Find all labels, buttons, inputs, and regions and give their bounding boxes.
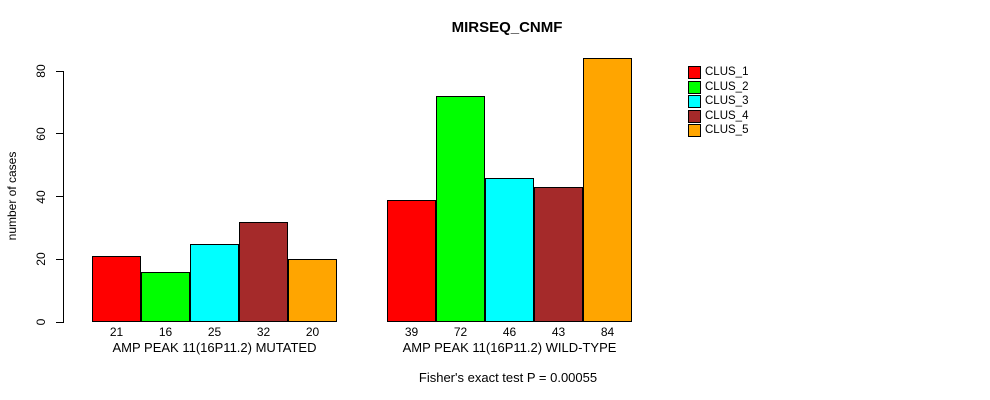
legend-label: CLUS_4 — [705, 109, 749, 122]
y-tick-mark — [56, 70, 64, 72]
legend-swatch-clus_5 — [688, 124, 701, 138]
bar-value-label: 25 — [207, 325, 222, 339]
legend-label: CLUS_1 — [705, 66, 749, 78]
legend-label: CLUS_5 — [705, 124, 749, 137]
bar-clus_1-group-2 — [387, 199, 436, 322]
y-tick-label: 40 — [34, 189, 48, 204]
bar-value-label: 16 — [158, 325, 173, 339]
bar-clus_3-group-2 — [485, 177, 534, 322]
x-category-label: AMP PEAK 11(16P11.2) WILD-TYPE — [402, 340, 617, 355]
y-axis-title: number of cases — [5, 151, 19, 241]
legend-swatch-clus_1 — [688, 66, 701, 79]
bar-clus_2-group-1 — [141, 271, 190, 322]
y-tick-mark — [56, 258, 64, 260]
bar-value-label: 32 — [256, 325, 271, 339]
legend-swatch-clus_3 — [688, 95, 701, 109]
chart-title: MIRSEQ_CNMF — [451, 19, 563, 36]
bar-value-label: 39 — [404, 325, 419, 339]
x-category-label: AMP PEAK 11(16P11.2) MUTATED — [112, 340, 317, 355]
bar-value-label: 46 — [502, 325, 517, 339]
bar-clus_4-group-2 — [534, 187, 583, 322]
bar-clus_1-group-1 — [92, 256, 141, 322]
bar-clus_5-group-2 — [583, 58, 632, 322]
y-tick-label: 60 — [34, 127, 48, 141]
bar-value-label: 43 — [551, 325, 566, 339]
y-tick-mark — [56, 133, 64, 135]
bar-clus_2-group-2 — [436, 96, 485, 322]
bar-value-label: 21 — [109, 325, 124, 339]
bar-clus_5-group-1 — [288, 259, 337, 322]
bar-clus_3-group-1 — [190, 243, 239, 322]
y-tick-label: 20 — [34, 252, 48, 266]
legend-swatch-clus_4 — [688, 109, 701, 123]
bar-value-label: 72 — [453, 325, 468, 339]
legend-label: CLUS_2 — [705, 80, 749, 93]
y-tick-label: 80 — [34, 64, 48, 78]
bar-value-label: 84 — [600, 325, 615, 339]
y-tick-label: 0 — [34, 318, 48, 326]
y-tick-mark — [56, 196, 64, 197]
fisher-test-annotation: Fisher's exact test P = 0.00055 — [418, 370, 598, 385]
y-tick-mark — [56, 321, 64, 323]
legend-swatch-clus_2 — [688, 80, 701, 94]
legend-label: CLUS_3 — [705, 95, 749, 108]
bar-clus_4-group-1 — [239, 221, 288, 322]
bar-value-label: 20 — [305, 325, 320, 339]
